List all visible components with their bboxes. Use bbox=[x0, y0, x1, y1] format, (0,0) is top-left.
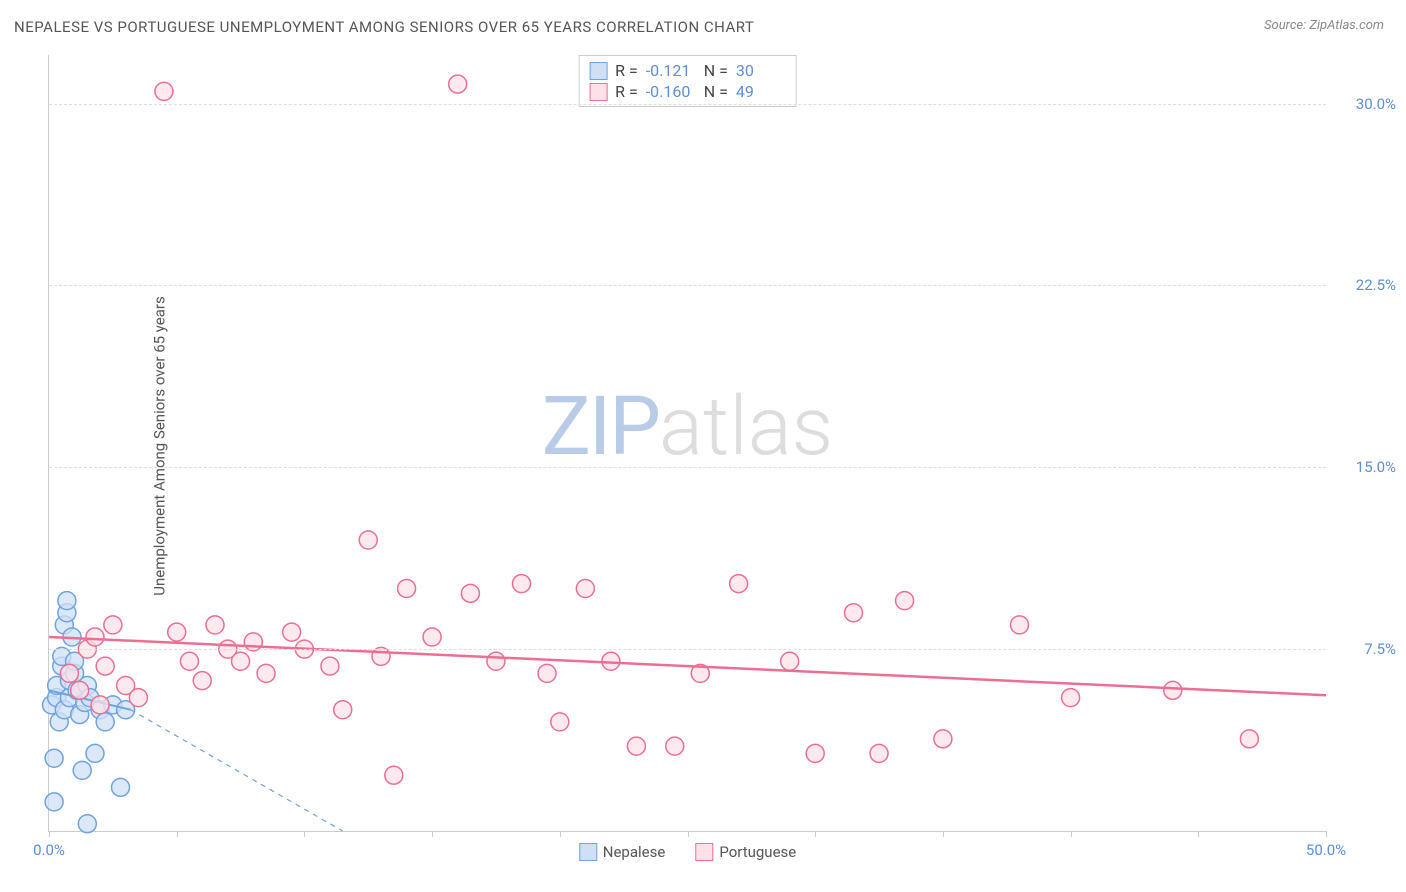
data-point bbox=[86, 744, 104, 762]
gridline bbox=[49, 285, 1326, 286]
legend-label-portuguese: Portuguese bbox=[719, 843, 796, 861]
data-point bbox=[1240, 730, 1258, 748]
data-point bbox=[845, 604, 863, 622]
x-tick bbox=[1071, 831, 1072, 837]
data-point bbox=[423, 628, 441, 646]
trend-line-extrapolated bbox=[131, 710, 343, 831]
data-point bbox=[487, 652, 505, 670]
y-tick-label: 7.5% bbox=[1336, 640, 1396, 658]
data-point bbox=[283, 623, 301, 641]
x-tick bbox=[1198, 831, 1199, 837]
data-point bbox=[45, 793, 63, 811]
data-point bbox=[78, 815, 96, 833]
x-tick bbox=[815, 831, 816, 837]
source-attribution: Source: ZipAtlas.com bbox=[1264, 18, 1384, 33]
data-point bbox=[551, 713, 569, 731]
data-point bbox=[1164, 681, 1182, 699]
gridline bbox=[49, 649, 1326, 650]
data-point bbox=[1062, 689, 1080, 707]
y-tick-label: 15.0% bbox=[1336, 458, 1396, 476]
data-point bbox=[155, 82, 173, 100]
x-tick bbox=[177, 831, 178, 837]
data-point bbox=[1011, 616, 1029, 634]
y-tick-label: 22.5% bbox=[1336, 276, 1396, 294]
y-tick-label: 30.0% bbox=[1336, 95, 1396, 113]
data-point bbox=[781, 652, 799, 670]
plot-area: ZIPatlas R = -0.121 N = 30 R = -0.160 N … bbox=[48, 55, 1326, 832]
data-point bbox=[73, 761, 91, 779]
data-point bbox=[896, 592, 914, 610]
swatch-nepalese-icon bbox=[579, 843, 597, 861]
data-point bbox=[104, 616, 122, 634]
data-point bbox=[576, 580, 594, 598]
data-point bbox=[870, 744, 888, 762]
x-tick-label: 50.0% bbox=[1306, 841, 1346, 859]
x-tick bbox=[688, 831, 689, 837]
data-point bbox=[71, 681, 89, 699]
data-point bbox=[449, 75, 467, 93]
data-point bbox=[512, 575, 530, 593]
bottom-legend: Nepalese Portuguese bbox=[579, 843, 796, 861]
chart-title: NEPALESE VS PORTUGUESE UNEMPLOYMENT AMON… bbox=[14, 18, 754, 36]
legend-item-portuguese: Portuguese bbox=[695, 843, 796, 861]
data-point bbox=[180, 652, 198, 670]
data-point bbox=[627, 737, 645, 755]
data-point bbox=[168, 623, 186, 641]
data-point bbox=[730, 575, 748, 593]
data-point bbox=[806, 744, 824, 762]
legend-item-nepalese: Nepalese bbox=[579, 843, 666, 861]
gridline bbox=[49, 104, 1326, 105]
data-point bbox=[58, 592, 76, 610]
data-point bbox=[112, 778, 130, 796]
data-point bbox=[96, 713, 114, 731]
data-point bbox=[129, 689, 147, 707]
data-point bbox=[538, 664, 556, 682]
data-point bbox=[385, 766, 403, 784]
data-point bbox=[666, 737, 684, 755]
data-point bbox=[461, 584, 479, 602]
x-tick bbox=[560, 831, 561, 837]
data-point bbox=[206, 616, 224, 634]
x-tick bbox=[432, 831, 433, 837]
data-point bbox=[334, 701, 352, 719]
data-point bbox=[193, 672, 211, 690]
data-point bbox=[934, 730, 952, 748]
data-point bbox=[60, 664, 78, 682]
data-point bbox=[359, 531, 377, 549]
x-tick bbox=[1326, 831, 1327, 837]
data-point bbox=[321, 657, 339, 675]
plot-svg bbox=[49, 55, 1326, 831]
data-point bbox=[232, 652, 250, 670]
gridline bbox=[49, 467, 1326, 468]
chart-container: NEPALESE VS PORTUGUESE UNEMPLOYMENT AMON… bbox=[0, 0, 1406, 892]
x-tick bbox=[49, 831, 50, 837]
swatch-portuguese-icon bbox=[695, 843, 713, 861]
x-tick bbox=[943, 831, 944, 837]
legend-label-nepalese: Nepalese bbox=[603, 843, 666, 861]
data-point bbox=[91, 696, 109, 714]
x-tick-label: 0.0% bbox=[33, 841, 65, 859]
x-tick bbox=[304, 831, 305, 837]
data-point bbox=[398, 580, 416, 598]
data-point bbox=[86, 628, 104, 646]
data-point bbox=[257, 664, 275, 682]
data-point bbox=[96, 657, 114, 675]
data-point bbox=[45, 749, 63, 767]
